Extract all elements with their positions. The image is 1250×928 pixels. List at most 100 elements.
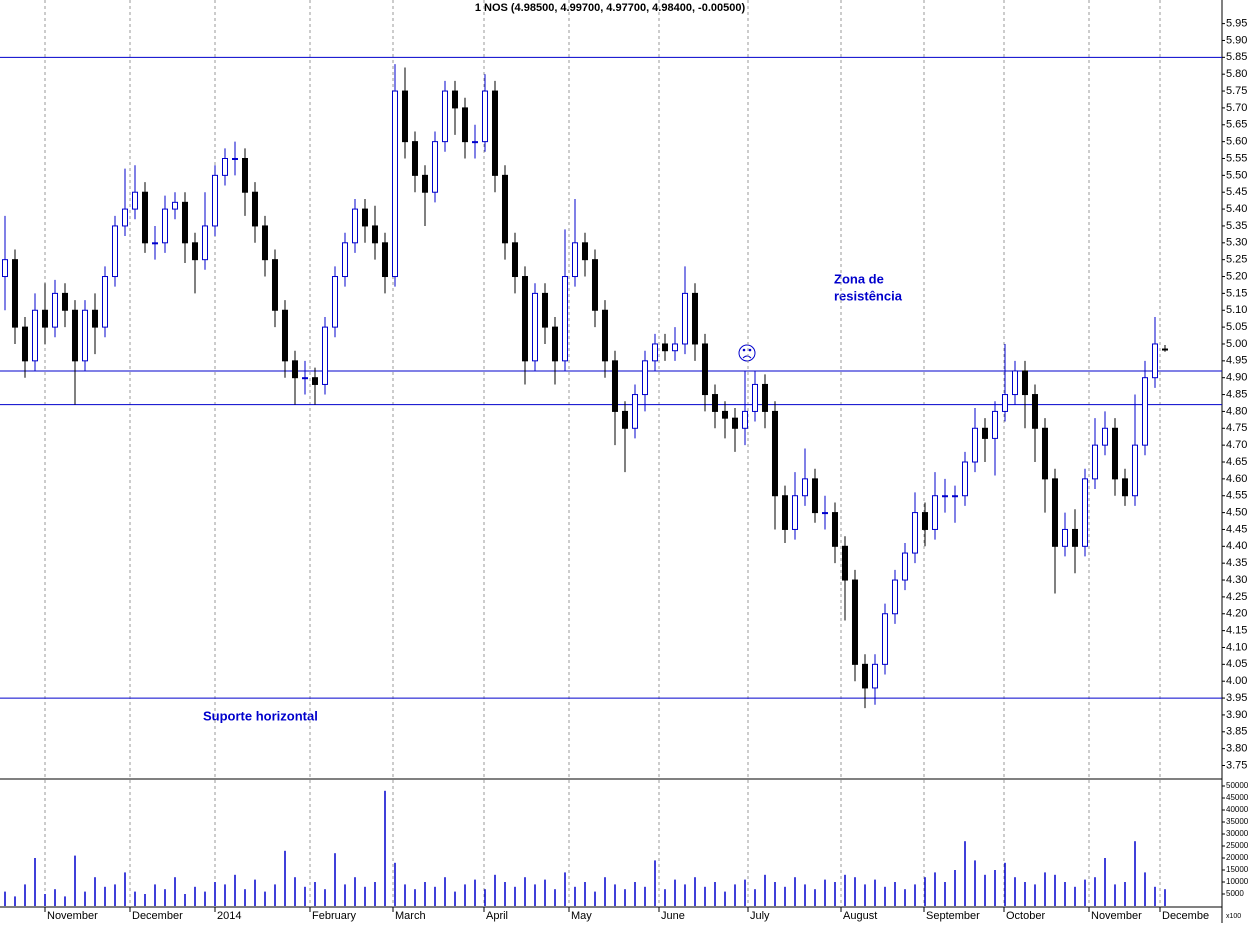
- candle-body: [352, 208, 358, 244]
- y-tick-label: 5.45: [1226, 186, 1247, 198]
- candle-body: [412, 141, 418, 176]
- annotation: Suporte horizontal: [203, 708, 318, 723]
- candle-body: [502, 174, 508, 244]
- y2-tick-label: 45000: [1226, 793, 1249, 802]
- candle-body: [692, 292, 698, 345]
- y-tick-label: 4.85: [1226, 388, 1247, 400]
- y-tick-label: 3.95: [1226, 692, 1247, 704]
- candle-body: [242, 157, 248, 193]
- candle-body: [632, 394, 638, 429]
- candle-body: [522, 276, 528, 362]
- y2-tick-label: 20000: [1226, 853, 1249, 862]
- candle-body: [672, 343, 678, 352]
- y2-tick-label: 15000: [1226, 865, 1249, 874]
- candle-body: [592, 259, 598, 311]
- x-tick-label: December: [132, 910, 183, 922]
- x-tick-label: February: [312, 910, 357, 922]
- y-tick-label: 5.05: [1226, 321, 1247, 333]
- candle-body: [312, 377, 318, 385]
- candle-body: [642, 360, 648, 396]
- y-tick-label: 4.45: [1226, 523, 1247, 535]
- candle-body: [1082, 478, 1088, 547]
- y-tick-label: 4.15: [1226, 625, 1247, 637]
- y-tick-label: 4.35: [1226, 557, 1247, 569]
- candle-body: [1112, 427, 1118, 480]
- candle-body: [1042, 427, 1048, 480]
- candle-body: [622, 410, 628, 429]
- candle-body: [1062, 528, 1068, 547]
- candle-body: [892, 579, 898, 615]
- candle-body: [802, 478, 808, 497]
- y-tick-label: 4.65: [1226, 456, 1247, 468]
- x-tick-label: April: [486, 910, 508, 922]
- y-tick-label: 5.80: [1226, 68, 1247, 80]
- candle-body: [122, 208, 128, 227]
- y-tick-label: 4.80: [1226, 405, 1247, 417]
- chart-title: 1 NOS (4.98500, 4.99700, 4.97700, 4.9840…: [475, 2, 746, 14]
- candle-body: [372, 225, 378, 244]
- candle-body: [382, 242, 388, 278]
- candle-body: [232, 157, 238, 160]
- candle-body: [782, 495, 788, 530]
- y-tick-label: 3.90: [1226, 709, 1247, 721]
- candle-body: [12, 259, 18, 328]
- candle-body: [282, 309, 288, 362]
- candle-body: [142, 191, 148, 244]
- candle-body: [292, 360, 298, 379]
- candle-body: [422, 174, 428, 193]
- candle-body: [192, 242, 198, 261]
- y-tick-label: 3.80: [1226, 743, 1247, 755]
- candle-body: [62, 292, 68, 311]
- x-tick-label: September: [926, 910, 980, 922]
- candle-body: [2, 259, 8, 278]
- candle-body: [682, 292, 688, 345]
- candle-body: [862, 663, 868, 689]
- candle-body: [532, 292, 538, 362]
- candle-body: [602, 309, 608, 362]
- y-tick-label: 5.60: [1226, 136, 1247, 148]
- candle-body: [392, 90, 398, 278]
- candle-body: [272, 259, 278, 311]
- y-tick-label: 5.35: [1226, 220, 1247, 232]
- y-tick-label: 3.85: [1226, 726, 1247, 738]
- candle-body: [172, 201, 178, 210]
- candle-body: [152, 242, 158, 245]
- candle-body: [832, 512, 838, 547]
- candle-body: [72, 309, 78, 362]
- candle-body: [252, 191, 258, 227]
- candle-body: [1002, 394, 1008, 412]
- candle-body: [402, 90, 408, 143]
- x-tick-label: July: [750, 910, 770, 922]
- y-tick-label: 4.40: [1226, 540, 1247, 552]
- candle-body: [612, 360, 618, 412]
- candle-body: [742, 410, 748, 429]
- candle-body: [542, 292, 548, 328]
- candle-body: [752, 383, 758, 412]
- candle-body: [1072, 528, 1078, 547]
- y-tick-label: 5.90: [1226, 34, 1247, 46]
- candle-body: [82, 309, 88, 362]
- y2-tick-label: 5000: [1226, 889, 1244, 898]
- candle-body: [92, 309, 98, 328]
- x-tick-label: November: [47, 910, 98, 922]
- candle-body: [572, 242, 578, 278]
- candle-body: [482, 90, 488, 143]
- candle-body: [322, 326, 328, 385]
- x-tick-label: May: [571, 910, 592, 922]
- candle-body: [842, 545, 848, 581]
- candle-body: [922, 512, 928, 530]
- y-tick-label: 4.10: [1226, 641, 1247, 653]
- candle-body: [1152, 343, 1158, 379]
- candle-body: [512, 242, 518, 278]
- y2-tick-label: 10000: [1226, 877, 1249, 886]
- candle-body: [1132, 444, 1138, 497]
- y-tick-label: 4.00: [1226, 675, 1247, 687]
- candle-body: [872, 663, 878, 689]
- candle-body: [342, 242, 348, 278]
- candle-body: [942, 495, 948, 498]
- y-tick-label: 5.20: [1226, 270, 1247, 282]
- candle-body: [582, 242, 588, 261]
- x-tick-label: Decembe: [1162, 910, 1209, 922]
- candle-body: [112, 225, 118, 278]
